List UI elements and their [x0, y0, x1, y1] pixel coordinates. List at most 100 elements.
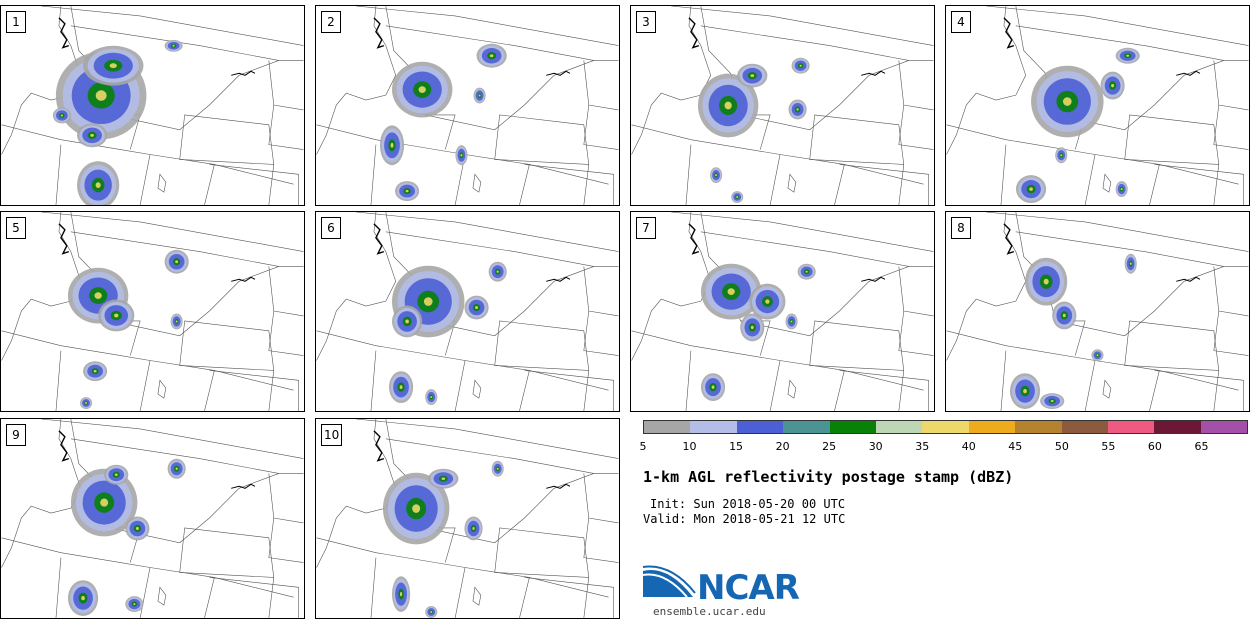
- boundary-line: [385, 231, 594, 267]
- colorbar-tick-label: 65: [1194, 440, 1209, 453]
- boundary-line: [583, 310, 619, 356]
- colorbar-tick-label: 30: [868, 440, 883, 453]
- boundary-line: [356, 419, 619, 459]
- reflectivity-echo: [95, 182, 101, 188]
- boundary-line: [583, 473, 619, 524]
- boundary-line: [316, 212, 397, 361]
- boundary-line: [110, 266, 304, 337]
- reflectivity-echo: [715, 174, 718, 177]
- boundary-line: [454, 567, 466, 618]
- reflectivity-echo: [750, 325, 754, 330]
- boundary-line: [179, 320, 275, 371]
- boundary-line: [898, 104, 934, 150]
- boundary-line: [524, 370, 614, 411]
- reflectivity-echo: [95, 90, 107, 101]
- figure-title: 1-km AGL reflectivity postage stamp (dBZ…: [643, 468, 1014, 486]
- reflectivity-echo: [109, 63, 117, 69]
- colorbar-swatch: [922, 421, 969, 433]
- boundary-line: [834, 370, 845, 411]
- reflectivity-echo: [423, 297, 433, 306]
- reflectivity-echo: [1062, 313, 1066, 318]
- boundary-line: [425, 473, 619, 544]
- reflectivity-echo: [489, 54, 494, 58]
- reflectivity-echo: [94, 292, 102, 299]
- boundary-line: [769, 154, 781, 205]
- coastline: [373, 223, 385, 255]
- reflectivity-echo: [412, 504, 421, 513]
- ncar-logo-icon: [643, 565, 696, 598]
- boundary-line: [41, 419, 304, 459]
- panel-number-label: 7: [636, 217, 656, 239]
- lake-outline: [1102, 173, 1112, 193]
- reflectivity-echo: [175, 320, 178, 323]
- ncar-logo-text: NCAR: [697, 568, 800, 608]
- reflectivity-echo: [399, 385, 403, 390]
- panel-number-label: 8: [951, 217, 971, 239]
- boundary-line: [898, 164, 905, 205]
- boundary-line: [1213, 60, 1249, 111]
- reservoir-outline: [231, 483, 256, 489]
- lake-outline: [157, 379, 167, 399]
- reservoir-outline: [546, 70, 571, 76]
- boundary-line: [583, 370, 590, 411]
- boundary-line: [1084, 360, 1096, 411]
- boundary-line: [583, 164, 590, 205]
- boundary-line: [839, 164, 929, 205]
- boundary-line: [385, 438, 594, 474]
- boundary-line: [1055, 60, 1249, 131]
- colorbar-swatch: [644, 421, 691, 433]
- boundary-line: [316, 419, 397, 568]
- lake-outline: [472, 379, 482, 399]
- boundary-line: [946, 330, 1239, 391]
- colorbar-tick-label: 40: [961, 440, 976, 453]
- reservoir-outline: [861, 276, 886, 282]
- boundary-line: [946, 124, 1239, 185]
- reflectivity-echo: [100, 498, 109, 507]
- boundary-line: [139, 567, 151, 618]
- boundary-line: [356, 212, 619, 252]
- reflectivity-echo: [405, 319, 409, 324]
- reservoir-outline: [1176, 70, 1201, 76]
- boundary-line: [209, 577, 299, 618]
- boundary-line: [179, 527, 275, 578]
- panel-number-label: 5: [6, 217, 26, 239]
- reflectivity-echo: [1129, 262, 1132, 265]
- reflectivity-echo: [81, 595, 85, 601]
- reflectivity-echo: [460, 154, 463, 157]
- boundary-line: [1154, 164, 1244, 205]
- boundary-line: [316, 537, 609, 598]
- panel-number-label: 1: [6, 11, 26, 33]
- reflectivity-echo: [405, 189, 409, 193]
- map-panel-1: 1: [0, 5, 305, 206]
- boundary-line: [834, 164, 845, 205]
- lake-outline: [472, 173, 482, 193]
- boundary-line: [583, 60, 619, 111]
- reflectivity-echo: [60, 114, 63, 117]
- boundary-line: [1, 330, 294, 391]
- boundary-line: [583, 517, 619, 563]
- map-canvas: [631, 212, 934, 411]
- boundary-line: [1149, 164, 1160, 205]
- reservoir-outline: [546, 276, 571, 282]
- reflectivity-echo: [750, 74, 755, 78]
- boundary-line: [316, 6, 397, 155]
- boundary-line: [268, 473, 304, 524]
- map-panel-5: 5: [0, 211, 305, 412]
- reflectivity-echo: [711, 385, 715, 389]
- lake-outline: [787, 379, 797, 399]
- boundary-line: [1015, 231, 1224, 267]
- boundary-line: [268, 60, 304, 111]
- reflectivity-echo: [1023, 388, 1027, 394]
- boundary-line: [1124, 320, 1220, 371]
- boundary-line: [986, 6, 1249, 46]
- boundary-line: [268, 310, 304, 356]
- map-panel-8: 8: [945, 211, 1250, 412]
- boundary-line: [1213, 266, 1249, 317]
- boundary-line: [809, 320, 905, 371]
- colorbar-swatch: [1107, 421, 1155, 433]
- reflectivity-echo: [1050, 400, 1054, 403]
- boundary-line: [1213, 310, 1249, 356]
- boundary-line: [370, 144, 377, 205]
- map-panel-3: 3: [630, 5, 935, 206]
- colorbar-swatch: [875, 421, 923, 433]
